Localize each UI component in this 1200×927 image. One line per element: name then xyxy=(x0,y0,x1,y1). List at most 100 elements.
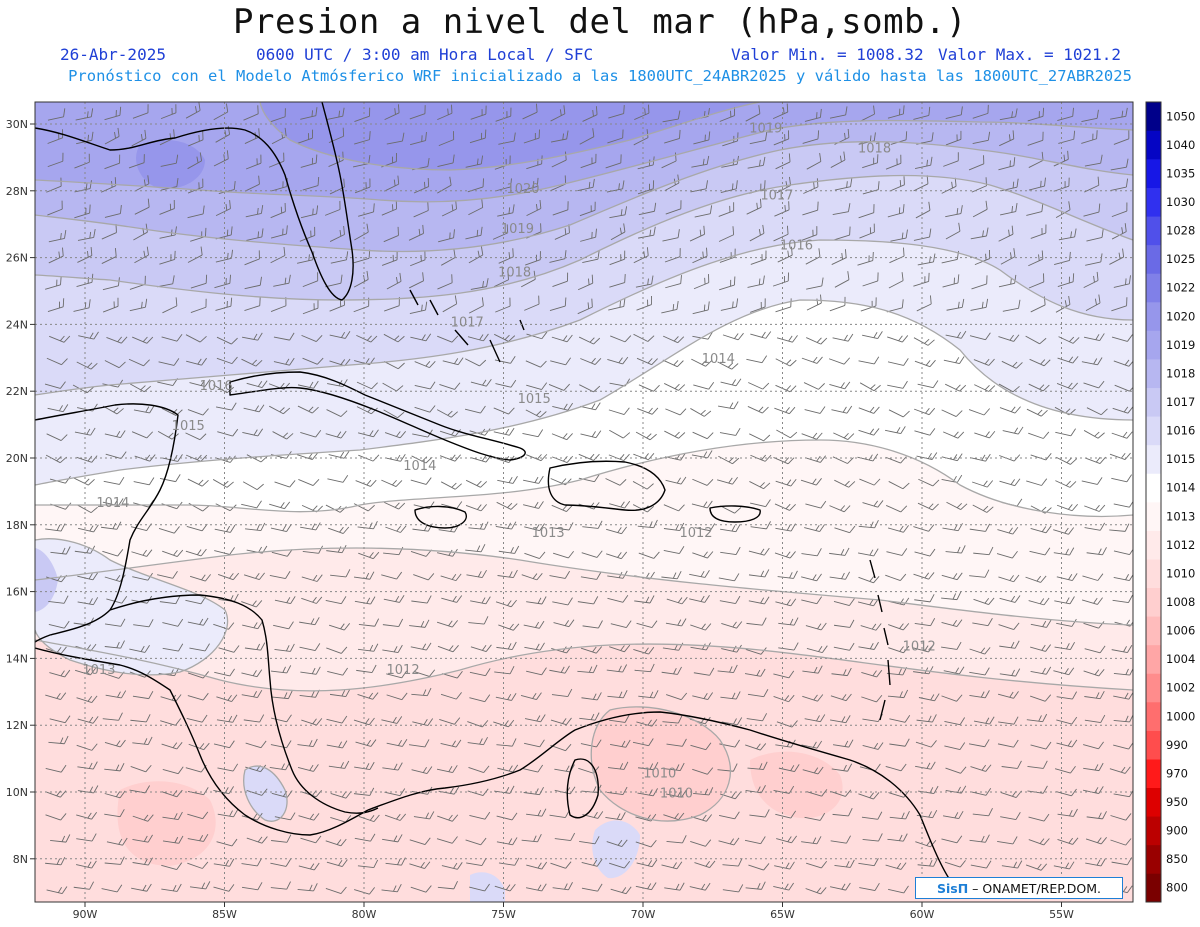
wind-barb xyxy=(326,646,348,654)
wind-barb xyxy=(609,500,631,509)
wind-barb xyxy=(185,454,208,462)
wind-barb xyxy=(549,665,570,674)
wind-barb xyxy=(521,572,543,581)
wind-barb xyxy=(1084,522,1106,531)
wind-barb xyxy=(1058,336,1080,344)
wind-barb xyxy=(102,712,123,721)
wind-barb xyxy=(190,298,207,313)
wind-barb xyxy=(666,835,687,844)
wind-barb xyxy=(410,251,426,267)
wind-barb xyxy=(889,176,905,192)
wind-barb xyxy=(802,694,824,702)
wind-barb xyxy=(185,102,201,119)
wind-barb xyxy=(161,862,183,871)
wind-barb xyxy=(245,740,267,749)
wind-barb xyxy=(1083,621,1105,629)
wind-barb xyxy=(606,180,625,193)
wind-barb xyxy=(106,596,128,604)
wind-barb xyxy=(1083,430,1105,439)
wind-barb xyxy=(466,569,487,578)
wind-barb xyxy=(436,409,458,418)
wind-barb xyxy=(1025,863,1048,871)
wind-barb xyxy=(832,739,854,748)
wind-barb xyxy=(524,551,546,559)
wind-barb xyxy=(1056,691,1078,700)
wind-barb xyxy=(74,427,96,436)
wind-barb xyxy=(187,205,205,219)
isobar-label: 1014 xyxy=(702,352,735,367)
wind-barb xyxy=(128,358,150,367)
wind-barb xyxy=(354,833,376,842)
wind-barb xyxy=(269,501,291,510)
wind-barb xyxy=(133,619,154,628)
wind-barb xyxy=(132,736,153,745)
wind-barb xyxy=(1056,573,1078,581)
wind-barb xyxy=(330,791,352,799)
wind-barb xyxy=(720,691,741,700)
wind-barb xyxy=(357,429,379,438)
wind-barb xyxy=(664,882,685,891)
wind-barb xyxy=(1081,357,1103,366)
colorbar-swatch xyxy=(1146,673,1161,703)
wind-barb xyxy=(664,762,685,772)
wind-barb xyxy=(945,205,963,218)
colorbar-label: 1018 xyxy=(1166,366,1195,380)
wind-barb xyxy=(1058,130,1076,144)
colorbar-label: 1000 xyxy=(1166,709,1195,723)
wind-barb xyxy=(998,716,1019,725)
wind-barb xyxy=(862,742,884,750)
wind-barb xyxy=(1083,380,1105,389)
isobar-label: 1016 xyxy=(200,379,233,394)
wind-barb xyxy=(242,621,263,630)
wind-barb xyxy=(945,222,961,240)
wind-barb xyxy=(830,151,846,168)
wind-barb xyxy=(858,204,875,219)
wind-barb xyxy=(665,274,682,289)
wind-barb xyxy=(101,248,117,264)
wind-barb xyxy=(297,405,319,414)
wind-barb xyxy=(888,885,909,894)
wind-barb xyxy=(637,407,659,415)
wind-barb xyxy=(970,298,989,311)
wind-barb xyxy=(1000,811,1021,820)
wind-barb xyxy=(185,548,207,557)
colorbar-swatch xyxy=(1146,444,1161,474)
wind-barb xyxy=(1111,202,1128,218)
wind-barb xyxy=(469,883,490,892)
wind-barb xyxy=(775,523,796,532)
wind-barb xyxy=(1084,645,1106,654)
wind-barb xyxy=(916,452,938,461)
wind-barb xyxy=(663,335,685,344)
wind-barb xyxy=(692,551,714,559)
coast-jamaica xyxy=(414,505,467,529)
isobar-label: 1012 xyxy=(679,526,712,541)
wind-barb xyxy=(914,618,936,627)
wind-barb xyxy=(273,332,295,341)
wind-barb xyxy=(386,272,402,290)
wind-barb xyxy=(50,834,71,843)
wind-barb xyxy=(440,739,462,748)
colorbar-swatch xyxy=(1146,473,1161,503)
wind-barb xyxy=(384,175,400,192)
wind-barb xyxy=(45,276,62,290)
wind-barb xyxy=(1113,359,1133,367)
wind-barb xyxy=(1110,107,1128,120)
wind-barb xyxy=(692,431,714,440)
wind-barb xyxy=(886,548,908,556)
wind-barb xyxy=(162,835,184,844)
wind-barb xyxy=(271,714,292,723)
wind-barb xyxy=(972,104,989,119)
isobar-label: 1013 xyxy=(82,663,115,678)
wind-barb xyxy=(806,153,822,170)
wind-barb xyxy=(633,646,655,655)
wind-barb xyxy=(804,108,822,122)
wind-barb xyxy=(325,274,343,288)
wind-barb xyxy=(661,666,682,675)
isobar-1016 xyxy=(35,239,1133,396)
wind-barb xyxy=(634,663,655,673)
wind-barb xyxy=(800,478,822,486)
wind-barb xyxy=(496,812,518,821)
wind-barb xyxy=(750,331,772,339)
wind-barb xyxy=(215,249,233,263)
